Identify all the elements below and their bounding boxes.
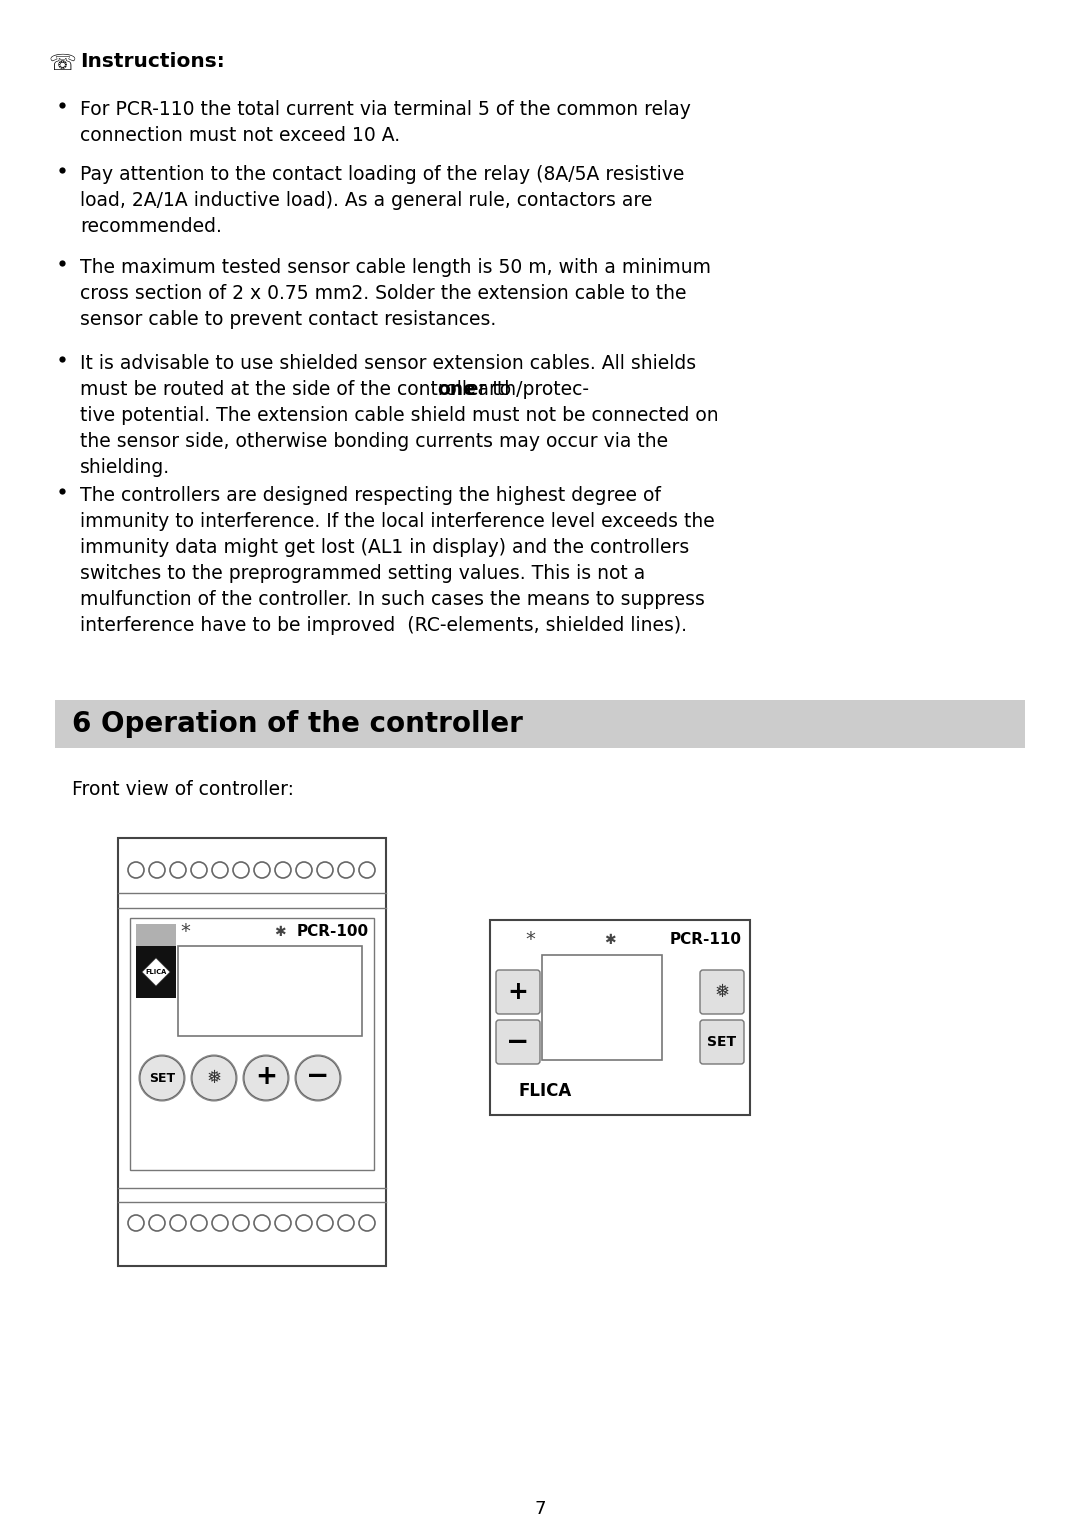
Text: *: * [525,931,535,949]
Text: recommended.: recommended. [80,217,221,235]
Text: Front view of controller:: Front view of controller: [72,779,294,799]
Text: ❅: ❅ [715,983,730,1001]
Text: interference have to be improved  (RC-elements, shielded lines).: interference have to be improved (RC-ele… [80,616,687,636]
Text: +: + [255,1063,276,1089]
Circle shape [140,1056,184,1100]
Bar [542,955,662,1060]
Bar [118,837,386,1267]
Text: immunity data might get lost (AL1 in display) and the controllers: immunity data might get lost (AL1 in dis… [80,538,689,558]
Polygon shape [141,958,170,986]
Text: immunity to interference. If the local interference level exceeds the: immunity to interference. If the local i… [80,512,715,532]
Bar [136,924,176,946]
Text: switches to the preprogrammed setting values. This is not a: switches to the preprogrammed setting va… [80,564,645,584]
Bar [490,920,750,1115]
Text: SET: SET [707,1034,737,1050]
Text: −: − [507,1028,529,1056]
Text: The maximum tested sensor cable length is 50 m, with a minimum: The maximum tested sensor cable length i… [80,258,711,277]
FancyBboxPatch shape [496,1021,540,1063]
Text: It is advisable to use shielded sensor extension cables. All shields: It is advisable to use shielded sensor e… [80,354,697,373]
Text: ☏: ☏ [49,53,76,73]
Text: mulfunction of the controller. In such cases the means to suppress: mulfunction of the controller. In such c… [80,590,705,610]
Text: shielding.: shielding. [80,458,171,477]
Text: must be routed at the side of the controller to: must be routed at the side of the contro… [80,380,517,399]
Circle shape [139,1054,185,1102]
Text: +: + [508,979,528,1004]
Text: PCR-110: PCR-110 [670,932,742,947]
Text: Instructions:: Instructions: [80,52,225,70]
FancyBboxPatch shape [496,970,540,1015]
Text: ✱: ✱ [604,934,616,947]
Text: the sensor side, otherwise bonding currents may occur via the: the sensor side, otherwise bonding curre… [80,432,669,451]
Text: FLICA: FLICA [146,969,166,975]
FancyBboxPatch shape [700,1021,744,1063]
Text: SET: SET [149,1071,175,1085]
Text: load, 2A/1A inductive load). As a general rule, contactors are: load, 2A/1A inductive load). As a genera… [80,191,652,209]
Text: *: * [180,923,190,941]
Text: Pay attention to the contact loading of the relay (8A/5A resistive: Pay attention to the contact loading of … [80,165,685,183]
Text: cross section of 2 x 0.75 mm2. Solder the extension cable to the: cross section of 2 x 0.75 mm2. Solder th… [80,284,687,303]
Bar [136,946,176,998]
Circle shape [244,1056,288,1100]
Bar [130,918,374,1170]
Bar [55,700,1025,749]
Text: 6 Operation of the controller: 6 Operation of the controller [72,711,523,738]
FancyBboxPatch shape [700,970,744,1015]
Text: one: one [437,380,476,399]
Circle shape [243,1054,289,1102]
Text: ❅: ❅ [206,1070,221,1086]
Text: ✱: ✱ [274,924,286,940]
Text: PCR-100: PCR-100 [297,924,369,940]
Bar [178,946,362,1036]
Text: FLICA: FLICA [518,1082,571,1100]
Text: sensor cable to prevent contact resistances.: sensor cable to prevent contact resistan… [80,310,496,329]
Circle shape [192,1056,237,1100]
Text: The controllers are designed respecting the highest degree of: The controllers are designed respecting … [80,486,661,504]
Text: earth/protec-: earth/protec- [460,380,589,399]
Circle shape [295,1054,341,1102]
Text: tive potential. The extension cable shield must not be connected on: tive potential. The extension cable shie… [80,406,718,425]
Text: −: − [307,1062,329,1089]
Text: 7: 7 [535,1500,545,1517]
Circle shape [296,1056,340,1100]
Text: connection must not exceed 10 A.: connection must not exceed 10 A. [80,125,400,145]
Circle shape [191,1054,237,1102]
Text: For PCR-110 the total current via terminal 5 of the common relay: For PCR-110 the total current via termin… [80,99,691,119]
